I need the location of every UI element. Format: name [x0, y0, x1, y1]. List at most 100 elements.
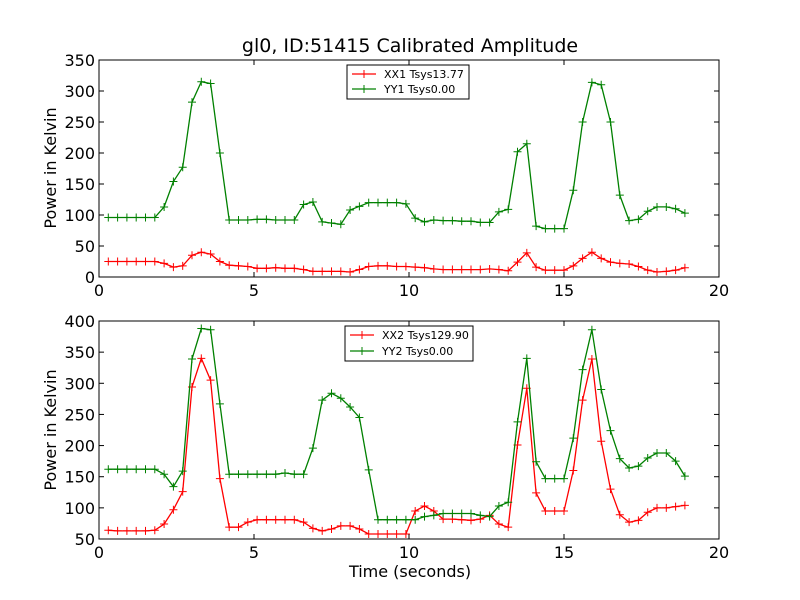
bottom-series-0-point [150, 526, 159, 535]
bottom-series-1-point [318, 396, 327, 405]
top-series-0-point [327, 267, 336, 276]
top-series-0-point [113, 257, 122, 266]
bottom-series-0-point [541, 506, 550, 515]
top-series-0-point [606, 258, 615, 267]
bottom-legend-marker-xx2 [358, 331, 366, 339]
bottom-series-1-point [243, 470, 252, 479]
bottom-series-1-point [290, 470, 299, 479]
bottom-series-0-point [355, 525, 364, 534]
bottom-series-1-point [178, 467, 187, 476]
top-series-1-point [169, 177, 178, 186]
top-series-1-point [578, 118, 587, 126]
top-series-0-point [485, 264, 494, 273]
bottom-series-1-point [327, 389, 336, 398]
bottom-series-1-point [392, 515, 401, 524]
top-y-tick-label: 100 [64, 206, 95, 225]
bottom-series-1-point [253, 470, 262, 479]
top-series-1-point [104, 213, 113, 222]
bottom-series-1-point [485, 512, 494, 521]
bottom-series-0-point [253, 515, 262, 524]
top-series-1-point [625, 216, 634, 225]
top-series-0-point [271, 263, 280, 272]
top-series-0-point [522, 248, 531, 257]
bottom-series-1-point [169, 482, 178, 491]
bottom-series-0-point [606, 485, 615, 494]
top-series-1-point [336, 220, 345, 229]
bottom-series-0-point [411, 506, 420, 515]
bottom-y-tick-label: 200 [64, 437, 95, 456]
bottom-plot-area: 0 5 10 15 20 50 100 150 200 250 300 350 400 [64, 312, 729, 562]
bottom-series-1-point [383, 515, 392, 524]
top-series-1-point [653, 202, 661, 211]
bottom-series-0-point [225, 523, 234, 532]
top-series-1-point [467, 217, 475, 226]
bottom-series-0-point [104, 526, 113, 535]
bottom-series-0-point [113, 526, 122, 535]
top-series-0-point [104, 257, 113, 266]
top-series-0-point [225, 261, 234, 270]
top-y-axis-label: Power in Kelvin [41, 107, 60, 228]
bottom-series-0-point [141, 526, 150, 535]
bottom-y-tick-label: 50 [75, 530, 95, 549]
bottom-series-1-point [494, 501, 503, 510]
top-series-1-point [197, 77, 206, 86]
top-series-0-point [308, 267, 317, 276]
bottom-series-1-point [680, 472, 689, 481]
top-y-tick-label: 0 [85, 268, 95, 287]
bottom-series-1-point [615, 454, 624, 463]
top-x-tick-label: 15 [554, 281, 574, 300]
top-series-0-point [587, 248, 596, 257]
top-series-0-point [169, 263, 178, 272]
top-series-1-point [671, 204, 680, 213]
top-series-0-point [299, 265, 308, 274]
top-series-0-point [429, 264, 438, 273]
top-series-0-point [253, 264, 262, 273]
top-series-0-point [448, 265, 457, 274]
bottom-series-1-point [522, 354, 531, 363]
top-x-tick-label: 10 [399, 281, 419, 300]
bottom-series-1-point [569, 434, 578, 443]
bottom-series-0-point [625, 518, 634, 527]
top-series-0-point [215, 257, 224, 266]
top-series-1-point [513, 147, 522, 156]
top-series-1-point [178, 163, 187, 172]
bottom-x-tick-label: 0 [94, 543, 104, 562]
bottom-panel: Time (seconds) Power in Kelvin 0 5 10 15 20 5… [41, 312, 729, 581]
bottom-y-tick-label: 300 [64, 374, 95, 393]
bottom-series-0-point [597, 437, 606, 446]
top-series-0-point [662, 267, 671, 276]
top-series-0-point [392, 262, 401, 271]
top-series-1-point [122, 213, 131, 222]
bottom-series-1-point [113, 465, 122, 474]
top-panel: gl0, ID:51415 Calibrated Amplitude Power… [41, 35, 729, 300]
top-series-0-point [206, 250, 215, 259]
top-series-1-point [550, 224, 559, 233]
bottom-y-tick-label: 250 [64, 405, 95, 424]
bottom-series-0-point [215, 474, 224, 483]
top-series-1-point [485, 218, 494, 227]
top-series-1-point [541, 224, 550, 233]
bottom-series-1-point [411, 515, 420, 524]
top-series-0-point [615, 259, 624, 268]
bottom-y-axis-label: Power in Kelvin [41, 369, 60, 490]
top-series-0-point [597, 254, 606, 263]
bottom-series-1-point [225, 470, 234, 479]
top-series-1-point [141, 213, 150, 222]
bottom-y-tick-label: 400 [64, 312, 95, 331]
top-series-1-point [281, 215, 289, 224]
bottom-series-1-point [281, 468, 289, 477]
top-series-1-point [299, 200, 308, 209]
bottom-series-1-point [364, 465, 373, 474]
bottom-x-tick-label: 20 [709, 543, 729, 562]
bottom-series-0-point [560, 506, 568, 515]
bottom-series-1-point [197, 324, 206, 333]
top-series-1-point [680, 209, 689, 218]
top-series-1-point [374, 198, 382, 207]
top-series-0-point [680, 263, 689, 272]
bottom-series-1-point [234, 470, 243, 479]
bottom-series-1-point [308, 444, 317, 453]
top-y-tick-label: 300 [64, 82, 95, 101]
top-series-0-point [532, 263, 541, 272]
top-series-0-point [374, 261, 382, 270]
